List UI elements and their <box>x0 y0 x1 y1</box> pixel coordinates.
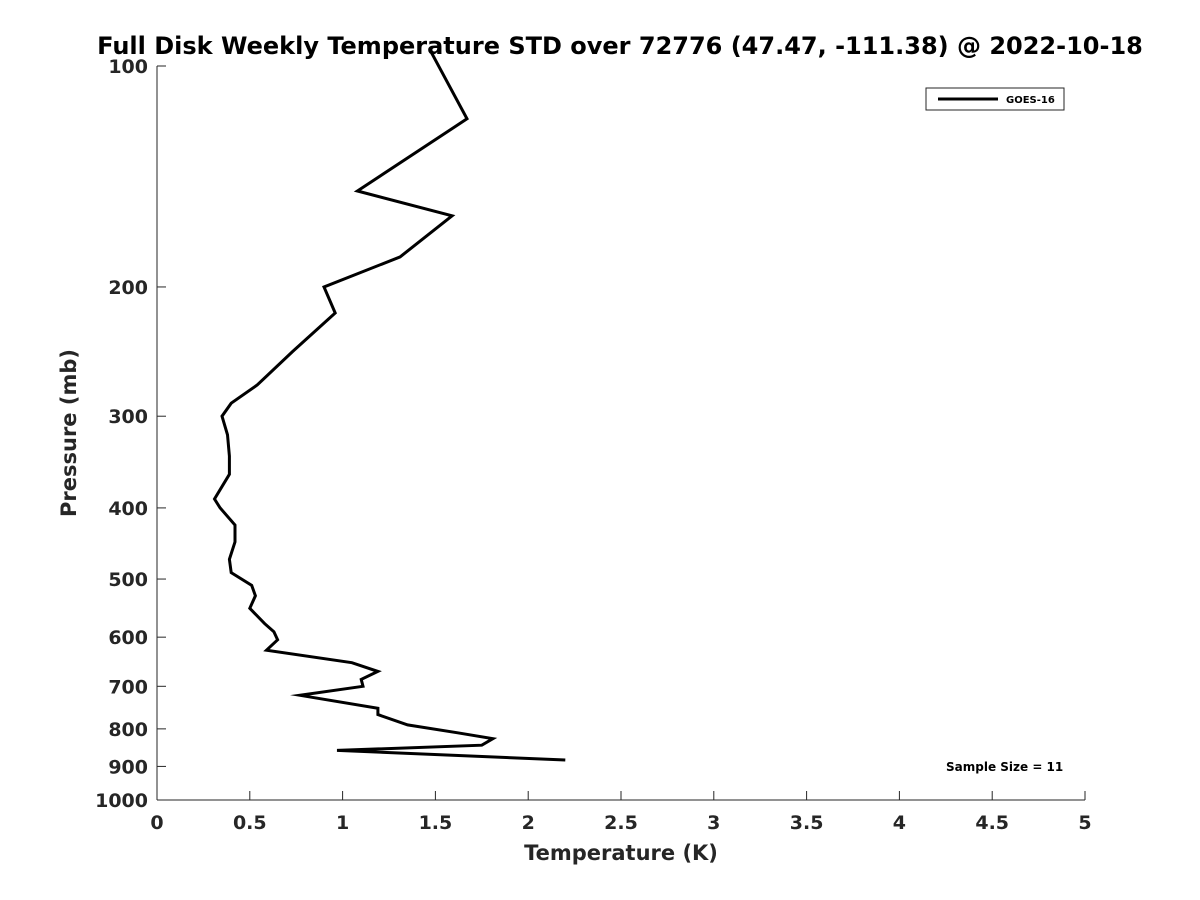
y-tick-label: 300 <box>108 406 148 428</box>
y-tick-label: 600 <box>108 627 148 649</box>
x-tick-label: 3.5 <box>790 812 824 834</box>
x-tick-label: 0.5 <box>233 812 267 834</box>
x-tick-label: 5 <box>1078 812 1091 834</box>
chart-title: Full Disk Weekly Temperature STD over 72… <box>97 32 1143 60</box>
x-tick-label: 1 <box>336 812 349 834</box>
y-tick-label: 200 <box>108 277 148 299</box>
y-ticks: 100 200 300 400 500 600 700 800 900 1000 <box>95 56 166 812</box>
x-axis-label: Temperature (K) <box>524 841 718 865</box>
y-tick-label: 800 <box>108 719 148 741</box>
y-tick-label: 900 <box>108 756 148 778</box>
x-tick-label: 2.5 <box>604 812 638 834</box>
legend-label-goes-16: GOES-16 <box>1006 95 1055 106</box>
y-tick-label: 700 <box>108 676 148 698</box>
x-ticks: 0 0.5 1 1.5 2 2.5 3 3.5 4 4.5 5 <box>150 791 1092 834</box>
x-tick-label: 2 <box>522 812 535 834</box>
series-layer <box>212 48 566 762</box>
y-tick-label: 1000 <box>95 790 148 812</box>
x-tick-label: 4 <box>893 812 906 834</box>
y-tick-label: 400 <box>108 498 148 520</box>
y-tick-label: 100 <box>108 56 148 78</box>
plot-area <box>157 66 1085 800</box>
x-tick-label: 3 <box>707 812 720 834</box>
y-axis-label: Pressure (mb) <box>57 349 81 517</box>
x-tick-label: 4.5 <box>975 812 1009 834</box>
series-line-goes-16 <box>212 48 566 762</box>
x-tick-label: 0 <box>150 812 163 834</box>
sample-size-annotation: Sample Size = 11 <box>946 760 1063 774</box>
legend: GOES-16 <box>925 87 1065 111</box>
y-tick-label: 500 <box>108 569 148 591</box>
x-tick-label: 1.5 <box>419 812 453 834</box>
